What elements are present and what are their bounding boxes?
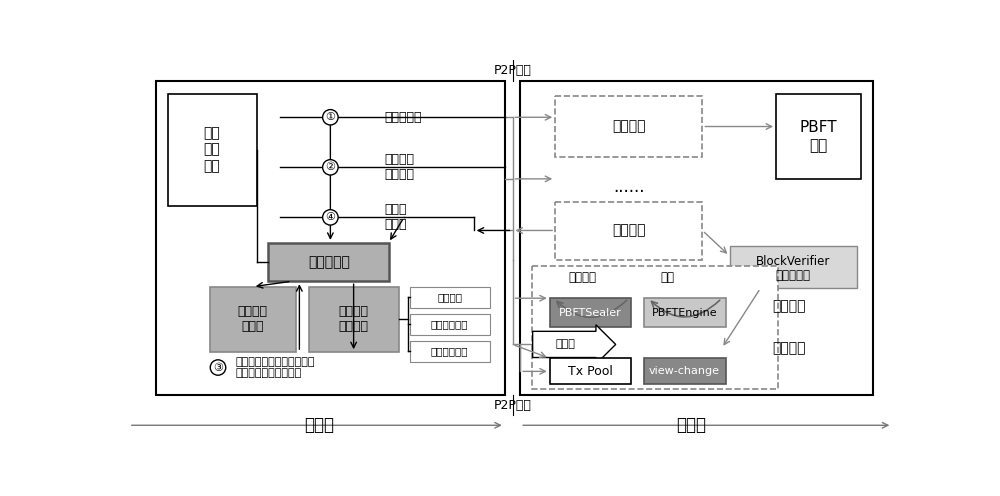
Text: 共识协调器: 共识协调器: [308, 255, 350, 269]
Text: view-change: view-change: [649, 367, 720, 376]
Bar: [644, 358, 726, 384]
Circle shape: [323, 110, 338, 125]
Bar: [156, 81, 505, 395]
Bar: [550, 358, 631, 384]
Text: P2P网络: P2P网络: [494, 64, 531, 77]
Text: 选举主节点: 选举主节点: [385, 111, 422, 124]
Text: PBFT
模块: PBFT 模块: [800, 121, 837, 153]
Text: 主节点: 主节点: [555, 339, 575, 349]
Text: 时间顺序排序: 时间顺序排序: [431, 346, 468, 356]
Text: 区块链: 区块链: [676, 416, 706, 434]
Text: 处理相同
的交易: 处理相同 的交易: [238, 305, 268, 333]
Text: 区块链: 区块链: [304, 416, 334, 434]
Text: ③: ③: [213, 363, 223, 372]
Text: 执行共识算法: 执行共识算法: [431, 319, 468, 329]
Text: ②: ②: [325, 162, 335, 172]
Text: 处理所有节点收集到的交易
（相同或不同的交易）: 处理所有节点收集到的交易 （相同或不同的交易）: [235, 357, 315, 378]
Bar: [555, 97, 702, 157]
Text: 共识: 共识: [660, 271, 674, 284]
Text: PBFTSealer: PBFTSealer: [559, 308, 621, 318]
Text: ④: ④: [325, 212, 335, 222]
Text: ①: ①: [325, 112, 335, 123]
Text: 交易分类: 交易分类: [437, 293, 462, 303]
Text: 区块执行: 区块执行: [772, 299, 806, 313]
Text: 区块执行器: 区块执行器: [776, 269, 811, 282]
Bar: [410, 287, 490, 308]
FancyBboxPatch shape: [533, 325, 616, 364]
Bar: [730, 246, 857, 288]
Text: 共识
协调
模块: 共识 协调 模块: [203, 126, 220, 173]
Text: PBFTEngine: PBFTEngine: [652, 308, 717, 318]
Bar: [532, 266, 778, 389]
Text: 通用节点: 通用节点: [612, 120, 646, 133]
Bar: [550, 298, 631, 327]
Bar: [410, 341, 490, 362]
Bar: [168, 94, 257, 206]
Text: Tx Pool: Tx Pool: [568, 365, 612, 378]
Bar: [520, 81, 873, 395]
Circle shape: [210, 360, 226, 375]
Text: P2P网络: P2P网络: [494, 399, 531, 412]
Text: ......: ......: [613, 178, 644, 195]
Bar: [776, 94, 861, 179]
Text: 从交易池
收集交易: 从交易池 收集交易: [385, 153, 415, 182]
Text: 通用节点: 通用节点: [612, 224, 646, 238]
Bar: [268, 243, 388, 281]
Text: 处理不相
同的交易: 处理不相 同的交易: [339, 305, 369, 333]
Circle shape: [323, 160, 338, 175]
Bar: [410, 313, 490, 335]
Bar: [210, 287, 296, 352]
Text: 交易打包: 交易打包: [568, 271, 596, 284]
Text: 区块上链: 区块上链: [772, 341, 806, 355]
Bar: [309, 287, 399, 352]
Circle shape: [323, 210, 338, 225]
Text: BlockVerifier: BlockVerifier: [756, 255, 830, 268]
Text: 确认生
成区块: 确认生 成区块: [385, 203, 407, 231]
Bar: [555, 202, 702, 260]
Bar: [644, 298, 726, 327]
